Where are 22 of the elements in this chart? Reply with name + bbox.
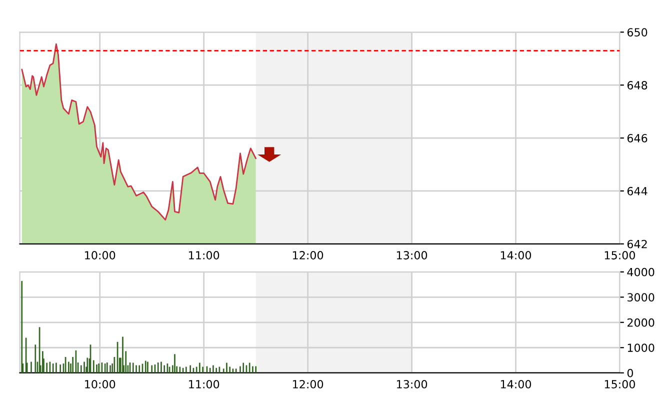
y-tick-label: 0	[627, 368, 634, 378]
x-tick-label: 13:00	[397, 380, 428, 388]
x-tick-label: 15:00	[604, 251, 636, 260]
x-tick-label: 13:00	[397, 251, 428, 260]
y-tick-label: 648	[627, 81, 648, 90]
y-tick-label: 650	[627, 28, 648, 37]
y-tick-label: 644	[627, 186, 648, 196]
y-tick-label: 646	[627, 134, 648, 142]
y-tick-label: 642	[627, 240, 647, 248]
x-tick-label: 12:00	[293, 251, 324, 260]
x-tick-label: 14:00	[500, 251, 532, 260]
x-tick-label: 14:00	[500, 380, 532, 388]
x-tick-label: 10:00	[85, 380, 116, 388]
x-tick-label: 15:00	[604, 380, 636, 388]
x-tick-label: 10:00	[85, 251, 116, 260]
x-tick-label: 11:00	[189, 380, 220, 388]
x-tick-label: 12:00	[293, 380, 324, 388]
y-tick-label: 2000	[628, 318, 654, 327]
y-tick-label: 1000	[628, 344, 654, 352]
y-tick-label: 4000	[627, 268, 654, 276]
y-tick-label: 3000	[628, 293, 654, 302]
x-tick-label: 11:00	[189, 251, 220, 260]
